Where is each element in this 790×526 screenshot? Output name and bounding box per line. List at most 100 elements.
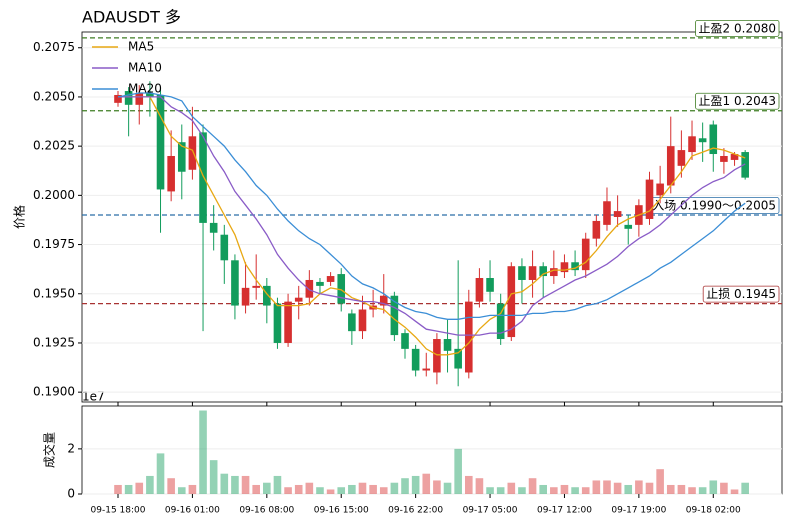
y-tick-label: 0.2025 — [33, 139, 75, 153]
x-tick-label: 09-17 19:00 — [611, 506, 666, 516]
candle-body — [348, 313, 356, 332]
volume-bar — [326, 489, 335, 494]
legend-label: MA5 — [128, 40, 154, 54]
candle-body — [135, 93, 144, 105]
candle-body — [730, 154, 739, 160]
volume-bar — [464, 475, 473, 494]
candle-body — [284, 301, 292, 343]
x-tick-label: 09-16 08:00 — [239, 506, 294, 516]
volume-bar — [645, 482, 654, 494]
volume-bar — [656, 469, 664, 494]
candle-body — [613, 211, 622, 217]
candle-body — [496, 303, 505, 340]
y-tick-label: 0.1900 — [33, 385, 75, 399]
x-tick-label: 09-18 02:00 — [686, 506, 741, 516]
volume-bar — [135, 482, 144, 494]
candle-body — [422, 368, 431, 371]
main-frame — [81, 31, 783, 403]
candle-body — [177, 142, 186, 172]
y-axis-label: 价格 — [12, 205, 27, 229]
candle-body — [188, 136, 197, 170]
candle-body — [688, 136, 696, 153]
volume-bar — [252, 484, 260, 494]
candle-body — [624, 224, 633, 229]
volume-bar — [146, 475, 154, 494]
ma-line — [117, 92, 746, 320]
volume-frame — [81, 405, 783, 495]
volume-bar — [507, 482, 516, 494]
candle-body — [263, 285, 271, 306]
level-label: 止盈1 0.2043 — [699, 94, 776, 108]
volume-bar — [358, 482, 367, 494]
volume-bar — [720, 482, 728, 494]
candle-body — [114, 94, 122, 103]
volume-bar — [603, 480, 611, 494]
legend-label: MA10 — [128, 61, 162, 75]
x-tick-label: 09-15 18:00 — [91, 506, 146, 516]
volume-bar — [550, 487, 558, 494]
candle-body — [156, 94, 165, 190]
candle-body — [316, 281, 324, 286]
x-tick-label: 09-17 05:00 — [463, 506, 518, 516]
candle-body — [709, 124, 718, 155]
volume-bar — [433, 480, 441, 494]
candle-body — [358, 309, 367, 332]
volume-bar — [305, 482, 314, 494]
volume-bar — [475, 478, 484, 494]
candle-body — [656, 183, 664, 196]
volume-bar — [199, 410, 207, 494]
y-tick-label: 0.1950 — [33, 286, 75, 300]
candle-body — [146, 93, 154, 97]
volume-bar — [188, 484, 197, 494]
y-tick-label: 0.1925 — [33, 335, 75, 349]
volume-bar — [592, 480, 601, 494]
volume-bar — [613, 482, 622, 494]
volume-bar — [422, 473, 431, 494]
candle-body — [124, 91, 133, 105]
volume-bar — [688, 487, 696, 494]
x-tick-label: 09-16 15:00 — [314, 506, 369, 516]
volume-bar — [177, 487, 186, 494]
volume-bar — [369, 484, 377, 494]
volume-tick-label: 0 — [67, 487, 75, 501]
chart-title: ADAUSDT 多 — [82, 8, 181, 27]
volume-bar — [273, 475, 282, 494]
candle-body — [294, 297, 303, 302]
y-tick-label: 0.2050 — [33, 89, 75, 103]
candle-body — [645, 179, 654, 219]
volume-bar — [624, 484, 633, 494]
x-tick-label: 09-16 01:00 — [165, 506, 220, 516]
volume-bar — [167, 478, 175, 494]
level-label-box — [702, 285, 780, 303]
candle-body — [560, 262, 569, 273]
volume-bar — [698, 487, 707, 494]
candle-body — [528, 266, 537, 280]
volume-bar — [581, 487, 590, 494]
candle-body — [433, 339, 441, 373]
candle-body — [592, 220, 601, 239]
candle-body — [252, 285, 260, 288]
candle-body — [698, 138, 707, 143]
y-tick-label: 0.1975 — [33, 237, 75, 251]
volume-bar — [518, 487, 526, 494]
x-tick-label: 09-17 12:00 — [537, 506, 592, 516]
volume-bar — [209, 460, 218, 494]
volume-tick-label: 2 — [67, 441, 75, 455]
candle-body — [475, 278, 484, 302]
volume-bar — [560, 484, 569, 494]
volume-bar — [294, 484, 303, 494]
candle-body — [454, 348, 462, 369]
candle-body — [443, 339, 452, 351]
candle-body — [581, 238, 590, 271]
volume-bar — [571, 487, 579, 494]
y-tick-label: 0.2000 — [33, 188, 75, 202]
volume-bar — [284, 487, 292, 494]
volume-bar — [411, 475, 420, 494]
x-tick-label: 09-16 22:00 — [388, 506, 443, 516]
level-label-box — [695, 20, 780, 37]
candle-body — [539, 266, 547, 277]
volume-bar — [677, 484, 686, 494]
volume-bar — [454, 448, 462, 494]
candle-body — [379, 295, 388, 306]
level-label-box — [695, 92, 780, 110]
